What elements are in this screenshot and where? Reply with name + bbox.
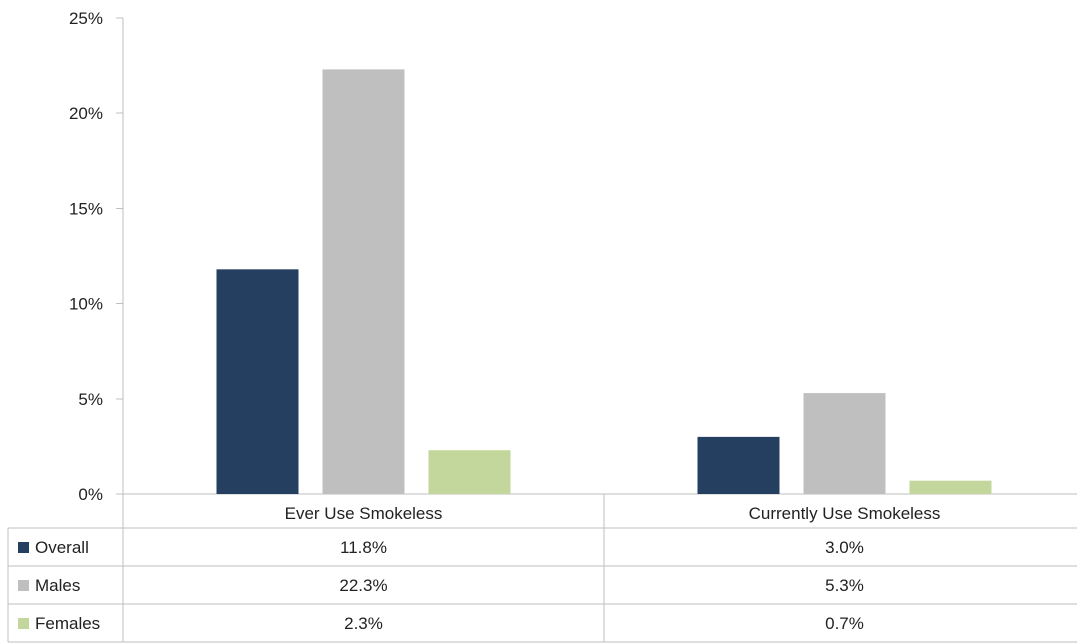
legend-label-females: Females [35, 614, 100, 633]
bar-males-ever [322, 69, 405, 495]
y-tick-label: 15% [69, 199, 103, 218]
data-label: 3.0% [825, 538, 864, 557]
bar-overall-ever [216, 269, 299, 494]
x-category-label: Currently Use Smokeless [749, 504, 941, 523]
bar-females-ever [428, 450, 511, 494]
data-table-grid [7, 494, 1077, 643]
bars [216, 69, 992, 495]
data-table: Ever Use Smokeless Currently Use Smokeles… [18, 504, 940, 633]
legend-label-overall: Overall [35, 538, 89, 557]
data-label: 2.3% [344, 614, 383, 633]
y-tick-label: 5% [78, 390, 103, 409]
x-category-label: Ever Use Smokeless [285, 504, 443, 523]
y-tick-label: 10% [69, 295, 103, 314]
legend-key-overall [18, 542, 29, 553]
y-tick-labels: 0% 5% 10% 15% 20% 25% [69, 9, 103, 504]
y-tick-label: 0% [78, 485, 103, 504]
bar-males-current [803, 393, 886, 494]
data-label: 11.8% [340, 538, 387, 557]
data-label: 5.3% [825, 576, 864, 595]
bar-females-current [909, 480, 992, 494]
y-tick-label: 25% [69, 9, 103, 28]
legend-label-males: Males [35, 576, 80, 595]
data-label: 22.3% [339, 576, 387, 595]
legend-key-females [18, 618, 29, 629]
y-tick-label: 20% [69, 104, 103, 123]
bar-overall-current [697, 436, 780, 494]
data-label: 0.7% [825, 614, 864, 633]
legend-key-males [18, 580, 29, 591]
